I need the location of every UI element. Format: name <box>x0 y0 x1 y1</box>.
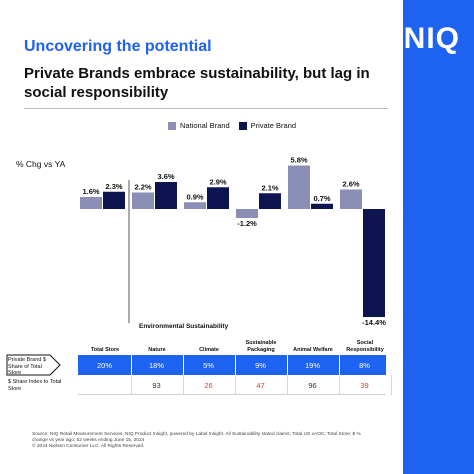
bar-private-1 <box>155 182 177 209</box>
share-row-label: Private Brand $ Share of Total Store <box>8 357 46 376</box>
data-label-private-0: 2.3% <box>105 182 122 191</box>
data-label-national-2: 0.9% <box>186 192 203 201</box>
column-header: Sustainable Packaging <box>245 340 277 353</box>
data-label-private-3: 2.1% <box>261 183 278 192</box>
index-cell: 47 <box>234 375 288 395</box>
legend: National Brand Private Brand <box>168 121 296 130</box>
content-card: Uncovering the potential Private Brands … <box>6 38 392 451</box>
bar-chart: 1.6% 2.3% 2.2% 3.6% 0.9% 2.9% -1.2% 2.1% 5.8% 0.7… <box>80 156 386 325</box>
copyright-text: © 2024 Nielsen Consumer LLC. All Rights … <box>32 444 145 450</box>
bar-national-1 <box>132 192 154 209</box>
share-cell: 20% <box>78 355 132 375</box>
data-label-private-2: 2.9% <box>209 177 226 186</box>
source-text: Source: NIQ Retail Measurement Services,… <box>32 432 361 444</box>
index-cell: 93 <box>130 375 184 395</box>
column-header: Climate <box>199 346 219 353</box>
data-label-national-4: 5.8% <box>290 156 307 165</box>
column-header: Social Responsibility <box>346 340 384 353</box>
bar-national-4 <box>288 165 310 209</box>
bar-national-3 <box>236 209 258 218</box>
legend-item-private: Private Brand <box>238 121 297 130</box>
legend-item-national: National Brand <box>168 121 230 130</box>
bar-private-2 <box>207 187 229 209</box>
bar-private-3 <box>259 193 281 209</box>
index-cell <box>78 375 132 395</box>
share-cell: 8% <box>338 355 392 375</box>
index-row: 93 26 47 96 39 <box>78 375 392 395</box>
data-label-national-3: -1.2% <box>237 219 257 228</box>
environmental-sustainability-label: Environmental Sustainability <box>139 323 229 330</box>
share-cell: 9% <box>234 355 288 375</box>
index-cell: 96 <box>286 375 340 395</box>
legend-swatch-national <box>168 121 176 130</box>
legend-swatch-private <box>238 121 247 130</box>
bar-national-0 <box>80 197 102 209</box>
legend-label-national: National Brand <box>180 121 230 130</box>
index-row-label: $ Share Index to Total Store <box>8 379 62 392</box>
y-axis-label: % Chg vs YA <box>16 159 66 169</box>
source-note: Source: NIQ Retail Measurement Services,… <box>32 432 362 451</box>
bar-private-0 <box>103 191 125 209</box>
data-label-national-1: 2.2% <box>134 183 151 192</box>
legend-label-private: Private Brand <box>250 121 297 130</box>
data-label-private-5: -14.4% <box>362 318 386 325</box>
share-cell: 19% <box>286 355 340 375</box>
share-row-arrow <box>6 354 61 376</box>
data-label-national-0: 1.6% <box>82 187 99 196</box>
headline: Private Brands embrace sustainability, b… <box>24 65 370 101</box>
data-label-private-1: 3.6% <box>157 172 174 181</box>
bar-private-4 <box>311 203 333 209</box>
index-cell: 39 <box>338 375 392 395</box>
share-cell: 5% <box>182 355 236 375</box>
data-label-national-5: 2.6% <box>342 180 359 189</box>
column-header: Animal Welfare <box>293 346 333 353</box>
bar-national-2 <box>184 202 206 209</box>
share-row: 20% 18% 5% 9% 19% 8% <box>78 355 392 375</box>
column-header: Total Store <box>90 346 120 353</box>
index-cell: 26 <box>182 375 236 395</box>
column-header: Nature <box>148 346 166 353</box>
bar-national-5 <box>340 189 362 209</box>
divider <box>24 108 388 109</box>
share-cell: 18% <box>130 355 184 375</box>
bar-private-5 <box>363 209 385 317</box>
niq-logo: NIQ <box>403 22 460 55</box>
data-label-private-4: 0.7% <box>313 194 330 203</box>
kicker-title: Uncovering the potential <box>24 38 212 55</box>
